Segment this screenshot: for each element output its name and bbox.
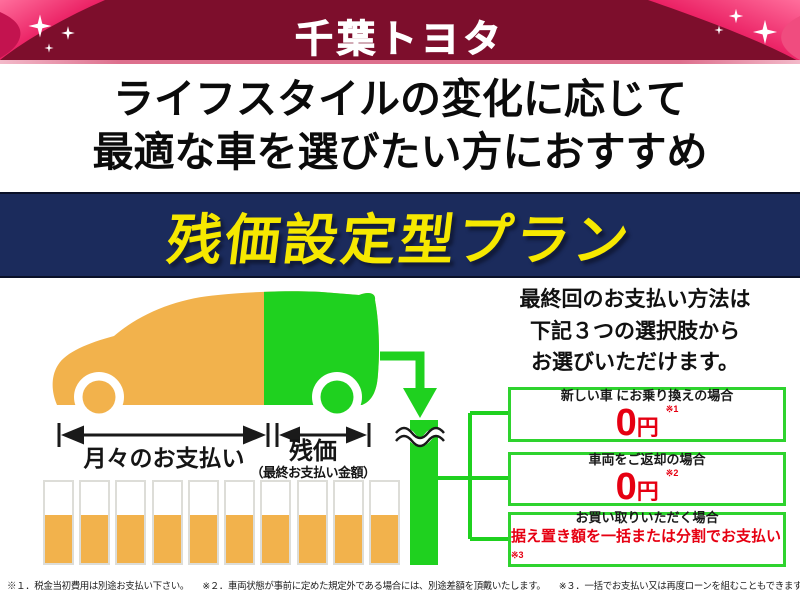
diagram-graphics: [52, 291, 508, 565]
monthly-arrow: [57, 423, 270, 447]
options-intro-line3: お選びいただけます。: [531, 351, 739, 374]
rear-wheel: [320, 380, 354, 414]
ribbon-right-icon: [648, 0, 800, 60]
installment-bar: [368, 480, 400, 565]
installment-bar: [332, 480, 364, 565]
header-divider: [0, 60, 800, 64]
option-unit: 円: [636, 479, 659, 505]
installment-bar-fill: [153, 515, 181, 563]
option-box-buyout: お買い取りいただく場合 据え置き額を一括または分割でお支払い ※3: [508, 510, 786, 569]
headline-line2: 最適な車を選びたい方におすすめ: [92, 129, 708, 175]
footnote-2: ※２．車両状態が事前に定めた規定外である場合には、別途差額を頂戴いたします。: [202, 581, 546, 592]
installment-bar: [296, 480, 328, 565]
header-banner: 千葉トヨタ: [0, 0, 800, 60]
installment-bar-fill: [262, 515, 290, 563]
residual-label-group: 残価 （最終お支払い金額）: [238, 438, 388, 481]
installment-bar: [151, 480, 183, 565]
flow-down-arrow-icon: [380, 351, 437, 418]
plan-title-banner: 残価設定型プラン: [0, 192, 800, 278]
car-illustration: [52, 291, 379, 422]
option-buyout-value: 据え置き額を一括または分割でお支払い: [511, 528, 782, 545]
option-box-new-car: 新しい車 にお乗り換えの場合 0 円 ※1: [508, 387, 786, 442]
option-label: お買い取りいただく場合: [575, 510, 719, 525]
installment-bar: [115, 480, 147, 565]
ribbon-right-fold: [781, 16, 800, 60]
payment-diagram: 月々のお支払い 残価 （最終お支払い金額） 最終回のお支払い方法は 下記３つの選…: [0, 278, 800, 570]
installment-bar-fill: [189, 515, 217, 563]
plan-title: 残価設定型プラン: [163, 209, 636, 271]
headline-line1: ライフスタイルの変化に応じて: [113, 76, 687, 122]
header-decoration: [0, 0, 800, 60]
options-intro-line1: 最終回のお支払い方法は: [519, 288, 751, 311]
ribbon-left-icon: [0, 0, 105, 60]
installment-bar: [260, 480, 292, 565]
installment-bar-fill: [45, 515, 72, 563]
option-label: 新しい車 にお乗り換えの場合: [560, 387, 734, 403]
residual-sublabel: （最終お支払い金額）: [250, 465, 376, 480]
footnote-3: ※３．一括でお支払い又は再度ローンを組むこともできます。: [558, 581, 800, 592]
option-buyout-text: 据え置き額を一括または分割でお支払い ※3: [511, 528, 783, 569]
option-note: ※1: [665, 403, 679, 414]
option-note: ※3: [511, 550, 524, 560]
brand-logo: 千葉トヨタ: [294, 19, 505, 61]
connector-lines: [438, 411, 508, 541]
residual-arrow: [275, 423, 371, 447]
installment-bar-fill: [298, 515, 326, 563]
installment-bar-fill: [81, 515, 109, 563]
front-wheel: [82, 380, 116, 414]
option-box-return-car: 車両をご返却の場合 0 円 ※2: [508, 452, 786, 509]
installment-bar: [79, 480, 111, 565]
installment-bar: [187, 480, 219, 565]
option-value-row: 0 円 ※1: [615, 401, 679, 444]
residual-label: 残価: [289, 438, 337, 465]
option-note: ※2: [665, 468, 679, 479]
installment-bars: [43, 480, 400, 565]
monthly-payment-label: 月々のお支払い: [83, 445, 245, 471]
installment-bar-fill: [370, 515, 398, 563]
bar-break-icon: [392, 426, 448, 448]
installment-bar-fill: [226, 515, 254, 563]
headline: ライフスタイルの変化に応じて 最適な車を選びたい方におすすめ: [0, 64, 800, 192]
installment-bar: [43, 480, 74, 565]
installment-bar-fill: [334, 515, 362, 563]
footnote-1: ※１．税金当初費用は別途お支払い下さい。: [7, 581, 190, 592]
ribbon-left-fold: [0, 12, 21, 58]
options-intro-line2: 下記３つの選択肢から: [530, 319, 740, 343]
option-value: 0: [615, 466, 637, 509]
option-unit: 円: [636, 414, 659, 440]
option-label: 車両をご返却の場合: [588, 452, 706, 468]
option-value-row: 0 円 ※2: [615, 466, 679, 509]
footnotes: ※１．税金当初費用は別途お支払い下さい。 ※２．車両状態が事前に定めた規定外であ…: [0, 570, 800, 600]
installment-bar-fill: [117, 515, 145, 563]
option-value: 0: [615, 401, 637, 444]
installment-bar: [224, 480, 256, 565]
options-intro: 最終回のお支払い方法は 下記３つの選択肢から お選びいただけます。: [488, 284, 782, 379]
